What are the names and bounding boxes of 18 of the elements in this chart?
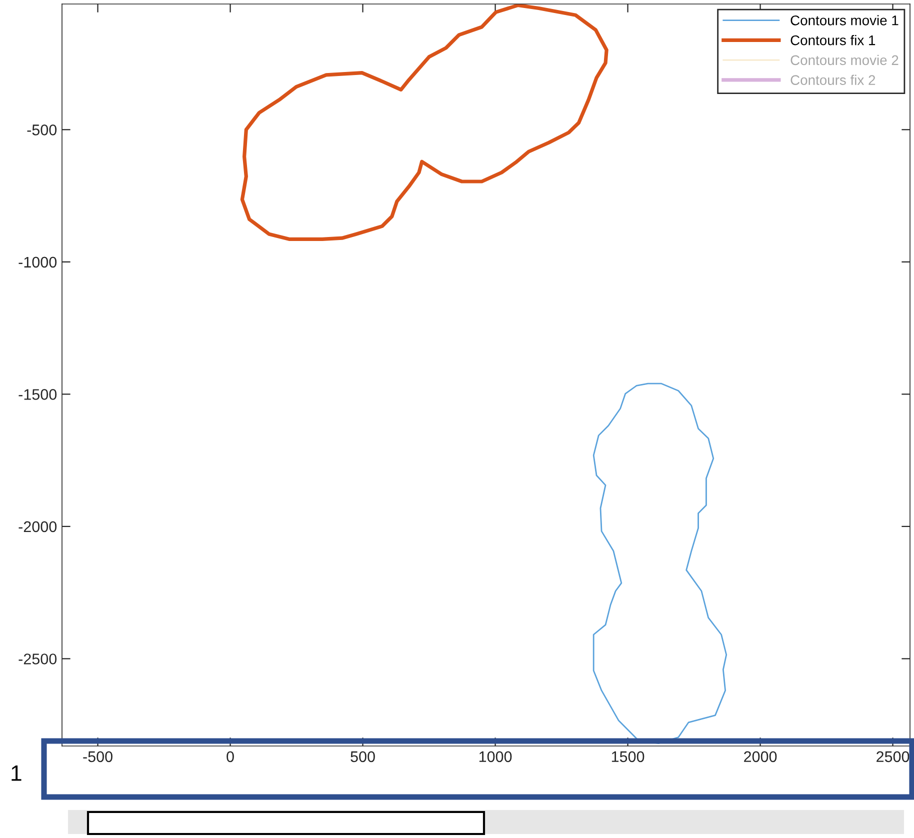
x-tick-label: -500 bbox=[83, 751, 112, 762]
x-tick-label: 1000 bbox=[479, 751, 512, 762]
y-tick-label: -1000 bbox=[18, 256, 57, 268]
x-tick-label: 2500 bbox=[876, 751, 910, 762]
legend-label: Contours fix 1 bbox=[790, 35, 876, 46]
legend-label: Contours movie 1 bbox=[790, 15, 898, 26]
y-tick-label: -500 bbox=[27, 124, 57, 136]
x-tick-label: 0 bbox=[226, 751, 234, 762]
legend-label: Contours fix 2 bbox=[790, 74, 876, 85]
x-tick-label: 500 bbox=[350, 751, 375, 762]
y-tick-label: -2500 bbox=[18, 654, 57, 664]
x-tick-label: 2000 bbox=[744, 751, 777, 762]
y-tick-label: -1500 bbox=[18, 389, 57, 400]
legend-label: Contours movie 2 bbox=[790, 54, 898, 66]
line-series bbox=[240, 4, 608, 241]
x-tick-label: 1500 bbox=[612, 751, 644, 762]
text: 1 bbox=[12, 765, 22, 781]
y-tick-label: -2000 bbox=[18, 521, 57, 532]
